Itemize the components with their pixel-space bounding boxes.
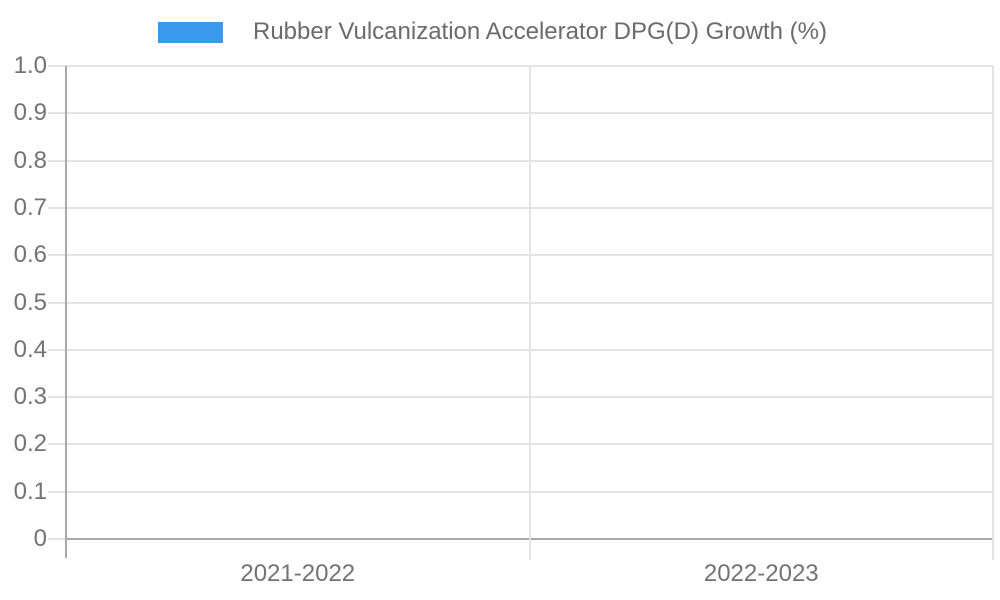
category-separator [992, 66, 994, 560]
legend-swatch [158, 22, 223, 43]
y-axis-tick-label: 0.7 [13, 193, 47, 221]
y-axis-tick-label: 1.0 [13, 52, 47, 79]
gridline [48, 490, 993, 493]
gridline [48, 348, 993, 351]
y-axis-tick-label: 0.9 [13, 99, 47, 127]
y-axis-tick-label: 0.2 [13, 430, 47, 458]
category-separator [528, 66, 531, 560]
y-axis-tick-label: 0.4 [13, 335, 47, 363]
y-axis-tick-label: 0.5 [13, 288, 47, 316]
y-axis-tick-label: 0 [33, 525, 47, 552]
gridline [48, 112, 993, 115]
x-axis-category-label: 2022-2023 [703, 560, 819, 587]
chart-legend[interactable]: Rubber Vulcanization Accelerator DPG(D) … [0, 0, 1000, 56]
y-axis-tick-label: 0.1 [13, 477, 47, 505]
gridline [48, 301, 993, 304]
legend-label: Rubber Vulcanization Accelerator DPG(D) … [253, 18, 827, 45]
x-axis-category-label: 2021-2022 [240, 560, 356, 587]
gridline [48, 396, 993, 399]
gridline [48, 65, 993, 67]
gridline [48, 206, 993, 209]
y-axis-tick-label: 0.8 [13, 146, 47, 174]
y-axis-tick-label: 0.6 [13, 241, 47, 269]
gridline [48, 443, 993, 446]
y-axis-tick-label: 0.3 [13, 383, 47, 411]
gridline [48, 159, 993, 162]
gridline [48, 254, 993, 257]
y-axis-line [65, 66, 67, 558]
